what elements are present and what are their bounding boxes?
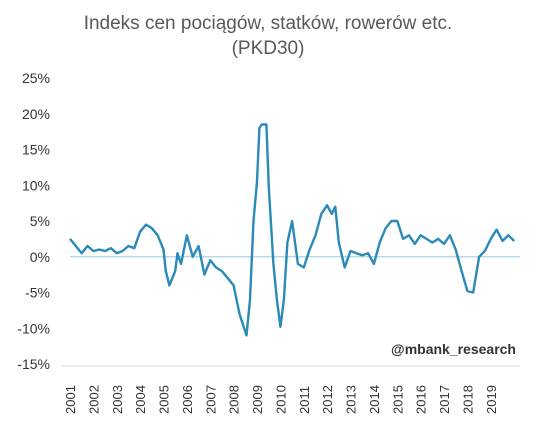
x-tick-label: 2010 [273,385,288,414]
y-tick-label: 25% [22,70,50,86]
x-tick-label: 2002 [86,385,101,414]
x-tick-label: 2006 [180,385,195,414]
x-tick-label: 2005 [157,385,172,414]
x-tick-label: 2017 [437,385,452,414]
chart-title: Indeks cen pociągów, statków, rowerów et… [83,13,453,34]
y-tick-label: 15% [22,142,50,158]
x-tick-label: 2001 [63,385,78,414]
y-tick-label: 10% [22,177,50,193]
y-tick-label: 20% [22,106,50,122]
x-tick-label: 2018 [460,385,475,414]
x-tick-label: 2019 [484,385,499,414]
chart-subtitle: (PKD30) [231,38,305,59]
y-tick-label: -10% [17,320,50,336]
x-axis: 2001 2002 2003 2004 2005 2006 2007 2008 2009 2010… [63,385,499,414]
x-tick-label: 2014 [367,385,382,414]
y-tick-label: 5% [30,213,50,229]
y-tick-label: -15% [17,356,50,372]
x-tick-label: 2004 [133,385,148,414]
y-tick-label: 0% [30,249,50,265]
x-tick-label: 2015 [390,385,405,414]
x-tick-label: 2016 [414,385,429,414]
x-tick-label: 2009 [250,385,265,414]
watermark: @mbank_research [391,341,516,357]
x-tick-label: 2008 [227,385,242,414]
series-line [69,123,516,337]
y-axis: 25% 20% 15% 10% 5% 0% -5% -10% -15% [17,70,50,372]
x-tick-label: 2003 [110,385,125,414]
x-tick-label: 2012 [320,385,335,414]
y-tick-label: -5% [25,285,50,301]
x-tick-label: 2007 [203,385,218,414]
x-tick-label: 2013 [344,385,359,414]
x-tick-label: 2011 [297,386,312,414]
